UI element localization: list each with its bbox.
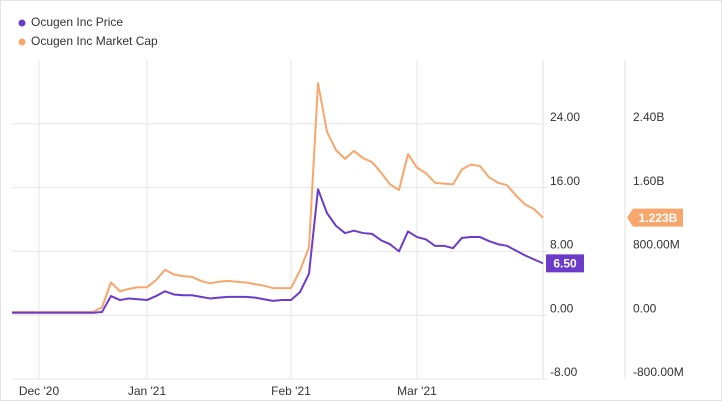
badge-bg [546,254,584,273]
badge-label: 6.50 [553,257,577,271]
x-tick-label: Mar '21 [397,384,437,398]
y-tick-label: 0.00 [550,301,574,315]
legend-marker [18,38,26,46]
series-line [12,82,544,314]
y2-tick-label: 800.00M [633,238,680,252]
y2-tick-label: -800.00M [633,365,684,379]
y2-tick-label: 2.40B [633,110,664,124]
y-tick-label: 8.00 [550,238,574,252]
badge-bg [627,208,683,227]
badge-label: 1.223B [639,211,678,225]
y-tick-label: 16.00 [550,174,580,188]
y2-tick-label: 0.00 [633,301,657,315]
value-badge: 6.50 [546,254,584,273]
y-tick-label: -8.00 [550,365,578,379]
y2-tick-label: 1.60B [633,174,664,188]
x-tick-label: Dec '20 [19,384,60,398]
series-line [12,188,544,314]
x-tick-label: Feb '21 [271,384,311,398]
legend-label: Ocugen Inc Market Cap [31,34,158,48]
value-badge: 1.223B [627,208,683,227]
legend-label: Ocugen Inc Price [31,15,123,29]
y-tick-label: 24.00 [550,110,580,124]
x-tick-label: Jan '21 [128,384,167,398]
legend-marker [18,19,26,27]
